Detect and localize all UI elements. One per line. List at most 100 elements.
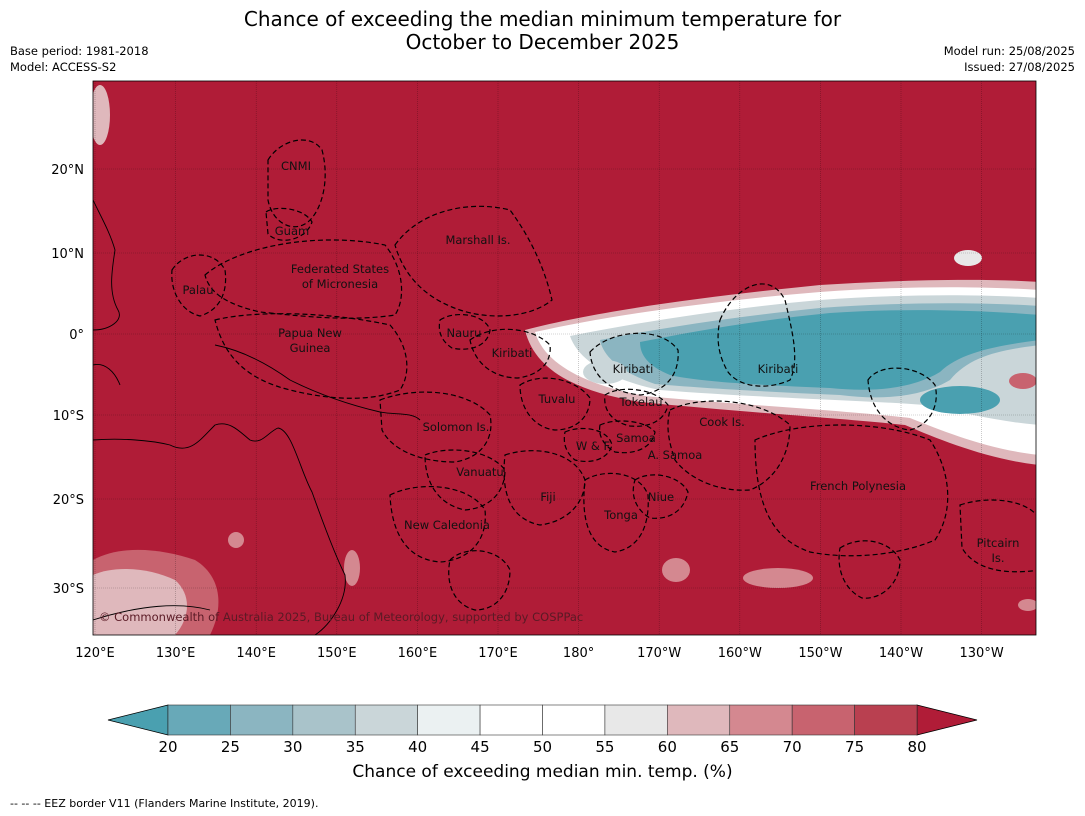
lon-tick-label: 130°W bbox=[960, 646, 1004, 661]
region-labels: CNMI Guam Marshall Is. Federated States … bbox=[183, 159, 1020, 565]
label-kiribati-west: Kiribati bbox=[492, 346, 533, 360]
lon-tick-label: 180° bbox=[563, 646, 594, 661]
map-title: Chance of exceeding the median minimum t… bbox=[0, 8, 1085, 54]
eez-tuvalu bbox=[519, 377, 591, 431]
label-american-samoa: A. Samoa bbox=[648, 448, 703, 462]
lon-tick-label: 160°W bbox=[718, 646, 762, 661]
colorbar-tick-label: 65 bbox=[720, 738, 739, 756]
eez-footnote: -- -- -- EEZ border V11 (Flanders Marine… bbox=[10, 797, 319, 810]
colorbar-tick-label: 35 bbox=[346, 738, 365, 756]
probability-patch-east bbox=[920, 386, 1000, 414]
probability-patch-southeast bbox=[1018, 599, 1036, 611]
colorbar-cell bbox=[729, 704, 793, 736]
label-new-caledonia: New Caledonia bbox=[404, 518, 490, 532]
label-vanuatu: Vanuatu bbox=[456, 465, 503, 479]
colorbar-cell bbox=[417, 704, 481, 736]
new-guinea-coast bbox=[214, 344, 421, 421]
label-samoa: Samoa bbox=[616, 431, 656, 445]
eez-solomon bbox=[379, 391, 492, 463]
label-micronesia-2: of Micronesia bbox=[302, 277, 378, 291]
eez-norfolk bbox=[448, 550, 511, 611]
eez-pitcairn bbox=[959, 499, 1036, 573]
label-cook-islands: Cook Is. bbox=[699, 415, 744, 429]
eez-micronesia bbox=[204, 239, 403, 319]
map-frame bbox=[92, 80, 1037, 636]
label-guam: Guam bbox=[275, 224, 309, 238]
colorbar-label: Chance of exceeding median min. temp. (%… bbox=[352, 762, 733, 782]
title-line-2: October to December 2025 bbox=[405, 30, 680, 54]
label-nauru: Nauru bbox=[447, 326, 482, 340]
new-zealand-coast bbox=[93, 605, 211, 621]
label-kiribati-east: Kiribati bbox=[758, 362, 799, 376]
colorbar-cell bbox=[667, 704, 731, 736]
lon-tick-label: 140°W bbox=[879, 646, 923, 661]
probability-patch-warm bbox=[1009, 373, 1036, 389]
meta-left: Base period: 1981-2018 Model: ACCESS-S2 bbox=[10, 43, 149, 75]
probability-patch-west bbox=[583, 360, 627, 384]
lat-tick-label: 20°S bbox=[53, 493, 84, 508]
lon-tick-label: 170°E bbox=[478, 646, 518, 661]
label-tuvalu: Tuvalu bbox=[538, 392, 576, 406]
colorbar-tick-label: 30 bbox=[283, 738, 302, 756]
lat-tick-label: 10°N bbox=[51, 247, 84, 262]
eez-tonga bbox=[583, 472, 649, 553]
lat-tick-label: 30°S bbox=[53, 582, 84, 597]
colorbar-cell bbox=[479, 704, 543, 736]
label-wallis-futuna: W & F bbox=[576, 439, 610, 453]
coastlines bbox=[93, 199, 421, 635]
colorbar: 20 25 30 35 40 45 50 55 60 65 70 75 80 bbox=[107, 704, 978, 756]
issued-date: Issued: 27/08/2025 bbox=[964, 60, 1075, 74]
lon-tick-label: 170°W bbox=[637, 646, 681, 661]
colorbar-tick-label: 20 bbox=[158, 738, 177, 756]
eez-kiribati-central bbox=[589, 332, 679, 396]
eez-png bbox=[214, 313, 408, 399]
longitude-axis: 120°E 130°E 140°E 150°E 160°E 170°E 180° 170°W 1… bbox=[75, 646, 1004, 661]
label-french-polynesia: French Polynesia bbox=[810, 479, 906, 493]
label-tokelau: Tokelau bbox=[619, 395, 663, 409]
eez-kiribati-line bbox=[867, 367, 937, 431]
label-kiribati-central: Kiribati bbox=[613, 362, 654, 376]
eez-borders bbox=[171, 139, 1036, 611]
probability-patch-southwest-inner bbox=[93, 568, 188, 635]
probability-patch-coral-sea bbox=[228, 532, 244, 548]
eez-vanuatu bbox=[424, 449, 506, 511]
eez-samoa bbox=[598, 420, 656, 454]
colorbar-tick-label: 50 bbox=[533, 738, 552, 756]
label-micronesia-1: Federated States bbox=[291, 262, 389, 276]
eez-tokelau bbox=[604, 388, 669, 427]
eez-fiji bbox=[503, 450, 586, 526]
base-period: Base period: 1981-2018 bbox=[10, 44, 149, 58]
label-fiji: Fiji bbox=[540, 490, 555, 504]
label-palau: Palau bbox=[183, 283, 214, 297]
probability-band-20 bbox=[640, 310, 1036, 390]
eez-cook bbox=[667, 400, 791, 491]
map-plot-area: CNMI Guam Marshall Is. Federated States … bbox=[93, 81, 1036, 635]
colorbar-tick-label: 55 bbox=[595, 738, 614, 756]
eez-kiribati-west bbox=[469, 328, 551, 379]
philippines-coast bbox=[93, 199, 120, 331]
colorbar-cell bbox=[791, 704, 855, 736]
eez-niue bbox=[632, 474, 689, 519]
label-png-2: Guinea bbox=[290, 341, 331, 355]
colorbar-tick-label: 25 bbox=[221, 738, 240, 756]
eez-french-polynesia bbox=[754, 424, 949, 557]
lon-tick-label: 150°E bbox=[317, 646, 357, 661]
eez-palau bbox=[171, 254, 227, 317]
colorbar-cell bbox=[230, 704, 294, 736]
probability-patch-tasman bbox=[344, 550, 360, 586]
lat-tick-label: 10°S bbox=[53, 409, 84, 424]
eez-guam bbox=[265, 207, 313, 241]
lon-tick-label: 150°W bbox=[798, 646, 842, 661]
lon-tick-label: 120°E bbox=[75, 646, 115, 661]
colorbar-tick-label: 45 bbox=[471, 738, 490, 756]
colorbar-under-arrow bbox=[107, 704, 169, 736]
label-marshall-islands: Marshall Is. bbox=[445, 233, 510, 247]
label-cnmi: CNMI bbox=[281, 159, 311, 173]
lon-tick-label: 160°E bbox=[398, 646, 438, 661]
lat-tick-label: 20°N bbox=[51, 163, 84, 178]
label-png-1: Papua New bbox=[278, 326, 342, 340]
eez-new-caledonia bbox=[389, 485, 486, 563]
lon-tick-label: 140°E bbox=[236, 646, 276, 661]
eez-nauru bbox=[438, 313, 491, 350]
